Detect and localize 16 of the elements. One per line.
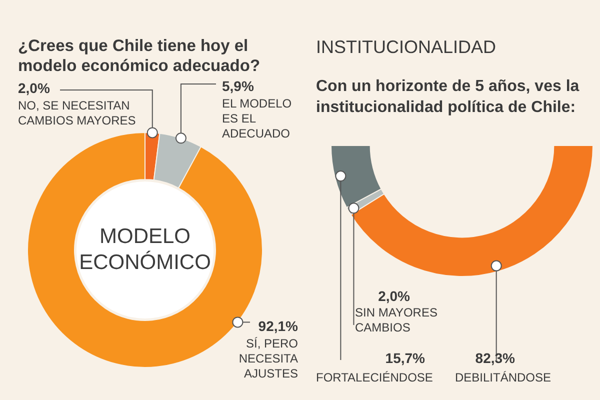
data-label: 92,1% <box>258 318 299 334</box>
slice-label: SIN MAYORES CAMBIOS <box>355 305 438 334</box>
slice-label: SÍ, PERO NECESITA AJUSTES <box>238 336 298 380</box>
slice-label: FORTALECIÉNDOSE <box>316 370 433 384</box>
data-label: 5,9% <box>222 78 254 94</box>
slice-label: EL MODELO ES EL ADECUADO <box>222 96 292 140</box>
data-label: 15,7% <box>385 350 426 366</box>
chart-subtitle: Con un horizonte de 5 años, ves la institucionalidad política de Chile: <box>316 77 580 118</box>
text: MODELO ECONÓMICO <box>79 224 211 274</box>
data-label: 2,0% <box>378 288 411 304</box>
chart-title: INSTITUCIONALIDAD <box>316 36 496 58</box>
chart-title: ¿Crees que Chile tiene hoy el modelo económico adecuado? <box>18 36 262 76</box>
data-label: 82,3% <box>475 350 516 366</box>
slice-label: DEBILITÁNDOSE <box>455 370 552 384</box>
slice-label: NO, SE NECESITAN CAMBIOS MAYORES <box>18 98 136 128</box>
data-label: 2,0% <box>18 80 50 96</box>
